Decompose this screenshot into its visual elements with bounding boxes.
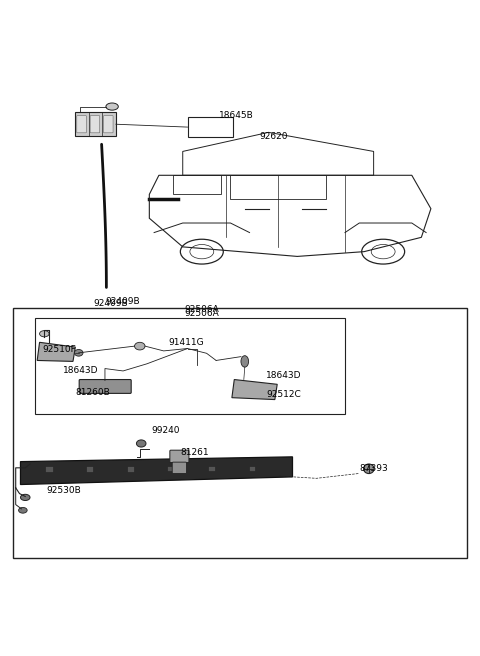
Text: 99240: 99240: [152, 426, 180, 435]
Bar: [86, 466, 93, 472]
Ellipse shape: [106, 103, 118, 110]
Text: 18643D: 18643D: [266, 371, 302, 380]
Ellipse shape: [74, 350, 83, 356]
Ellipse shape: [364, 464, 374, 474]
Text: 92510F: 92510F: [42, 345, 76, 354]
Ellipse shape: [39, 331, 49, 337]
Text: 92409B: 92409B: [106, 297, 140, 306]
Polygon shape: [37, 342, 75, 361]
Text: 81260B: 81260B: [75, 388, 110, 397]
FancyBboxPatch shape: [77, 115, 86, 133]
Text: 87393: 87393: [360, 464, 388, 473]
Bar: [249, 466, 255, 471]
FancyBboxPatch shape: [13, 308, 467, 558]
FancyBboxPatch shape: [90, 115, 100, 133]
Bar: [208, 466, 215, 472]
Polygon shape: [232, 380, 277, 400]
Ellipse shape: [21, 495, 30, 501]
Text: 92506A: 92506A: [184, 304, 219, 314]
FancyBboxPatch shape: [188, 117, 233, 137]
FancyBboxPatch shape: [35, 318, 345, 414]
Bar: [127, 466, 134, 472]
FancyBboxPatch shape: [172, 462, 187, 474]
Bar: [45, 466, 53, 472]
FancyBboxPatch shape: [79, 380, 131, 394]
Bar: [168, 466, 174, 472]
FancyBboxPatch shape: [104, 115, 113, 133]
Text: 92506A: 92506A: [184, 309, 219, 318]
Ellipse shape: [134, 342, 145, 350]
Ellipse shape: [241, 356, 249, 367]
Text: 18645B: 18645B: [218, 111, 253, 120]
Polygon shape: [21, 457, 292, 485]
FancyBboxPatch shape: [170, 450, 189, 462]
FancyBboxPatch shape: [75, 112, 116, 136]
Text: 18643D: 18643D: [63, 367, 99, 375]
Ellipse shape: [136, 440, 146, 447]
Text: 91411G: 91411G: [168, 338, 204, 347]
Text: 92409B: 92409B: [93, 299, 128, 308]
Text: 92530B: 92530B: [47, 485, 82, 495]
Text: 92512C: 92512C: [266, 390, 301, 400]
Text: 92620: 92620: [259, 132, 288, 140]
Text: 81261: 81261: [180, 447, 209, 457]
Ellipse shape: [19, 508, 27, 513]
